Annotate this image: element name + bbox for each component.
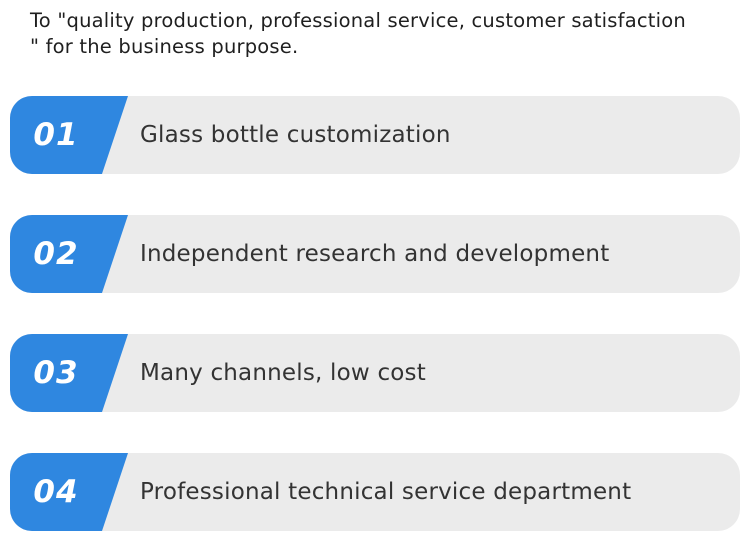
badge-number: 04 — [33, 474, 79, 510]
intro-line-2: " for the business purpose. — [30, 35, 299, 58]
feature-label: Independent research and development — [140, 241, 610, 267]
badge-number: 01 — [33, 117, 79, 153]
number-badge-1: 01 — [10, 96, 128, 174]
feature-label: Glass bottle customization — [140, 122, 451, 148]
feature-row-3: 03 Many channels, low cost — [10, 334, 740, 412]
feature-label: Professional technical service departmen… — [140, 479, 632, 505]
feature-list: 01 Glass bottle customization 02 Indepen… — [0, 96, 750, 531]
feature-row-1: 01 Glass bottle customization — [10, 96, 740, 174]
feature-label: Many channels, low cost — [140, 360, 426, 386]
intro-line-1: To "quality production, professional ser… — [30, 9, 686, 32]
badge-number: 02 — [33, 236, 79, 272]
intro-text: To "quality production, professional ser… — [0, 0, 750, 60]
feature-row-4: 04 Professional technical service depart… — [10, 453, 740, 531]
feature-row-2: 02 Independent research and development — [10, 215, 740, 293]
number-badge-3: 03 — [10, 334, 128, 412]
badge-number: 03 — [33, 355, 79, 391]
number-badge-4: 04 — [10, 453, 128, 531]
number-badge-2: 02 — [10, 215, 128, 293]
